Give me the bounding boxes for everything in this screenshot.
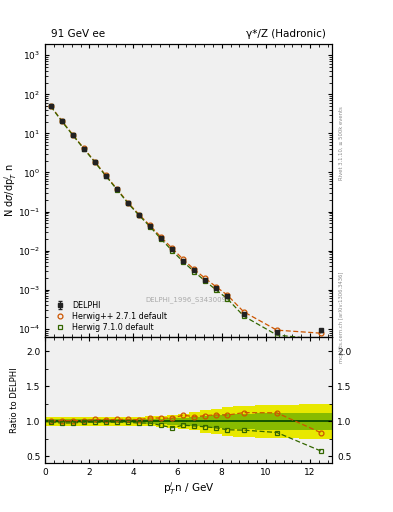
Text: mcplots.cern.ch [arXiv:1306.3436]: mcplots.cern.ch [arXiv:1306.3436] xyxy=(339,272,344,363)
Y-axis label: Ratio to DELPHI: Ratio to DELPHI xyxy=(10,368,19,433)
Herwig++ 2.7.1 default xyxy=(214,284,219,290)
Herwig++ 2.7.1 default xyxy=(81,145,86,152)
Herwig++ 2.7.1 default xyxy=(159,234,163,240)
Herwig++ 2.7.1 default xyxy=(103,173,108,179)
Herwig 7.1.0 default xyxy=(170,247,174,253)
Herwig 7.1.0 default xyxy=(225,295,230,302)
Text: DELPHI_1996_S3430090: DELPHI_1996_S3430090 xyxy=(146,296,231,303)
Herwig++ 2.7.1 default xyxy=(241,309,246,315)
Herwig++ 2.7.1 default xyxy=(137,211,141,218)
Herwig++ 2.7.1 default xyxy=(48,103,53,109)
X-axis label: p$_T^i$n / GeV: p$_T^i$n / GeV xyxy=(163,480,215,497)
Herwig 7.1.0 default xyxy=(192,268,196,274)
Herwig++ 2.7.1 default xyxy=(70,132,75,138)
Herwig 7.1.0 default xyxy=(92,159,97,165)
Herwig 7.1.0 default xyxy=(59,118,64,124)
Line: Herwig++ 2.7.1 default: Herwig++ 2.7.1 default xyxy=(48,103,323,335)
Herwig 7.1.0 default xyxy=(148,224,152,230)
Line: Herwig 7.1.0 default: Herwig 7.1.0 default xyxy=(48,104,323,342)
Herwig 7.1.0 default xyxy=(48,103,53,110)
Herwig 7.1.0 default xyxy=(275,332,279,338)
Herwig++ 2.7.1 default xyxy=(148,222,152,228)
Text: Rivet 3.1.10, ≥ 500k events: Rivet 3.1.10, ≥ 500k events xyxy=(339,106,344,180)
Herwig 7.1.0 default xyxy=(181,259,185,265)
Herwig++ 2.7.1 default xyxy=(59,118,64,124)
Y-axis label: N d$\sigma$/dp$_T^i$ n: N d$\sigma$/dp$_T^i$ n xyxy=(3,164,19,217)
Herwig 7.1.0 default xyxy=(319,336,323,343)
Herwig++ 2.7.1 default xyxy=(203,275,208,282)
Herwig 7.1.0 default xyxy=(115,186,119,193)
Herwig 7.1.0 default xyxy=(103,173,108,179)
Herwig 7.1.0 default xyxy=(241,313,246,319)
Herwig 7.1.0 default xyxy=(203,278,208,284)
Legend: DELPHI, Herwig++ 2.7.1 default, Herwig 7.1.0 default: DELPHI, Herwig++ 2.7.1 default, Herwig 7… xyxy=(49,299,168,333)
Herwig++ 2.7.1 default xyxy=(126,200,130,206)
Herwig 7.1.0 default xyxy=(214,287,219,293)
Herwig++ 2.7.1 default xyxy=(115,186,119,192)
Herwig++ 2.7.1 default xyxy=(92,159,97,165)
Herwig++ 2.7.1 default xyxy=(181,256,185,262)
Herwig++ 2.7.1 default xyxy=(275,327,279,333)
Herwig++ 2.7.1 default xyxy=(192,266,196,272)
Herwig++ 2.7.1 default xyxy=(170,245,174,251)
Herwig 7.1.0 default xyxy=(81,146,86,152)
Herwig 7.1.0 default xyxy=(126,200,130,206)
Text: 91 GeV ee: 91 GeV ee xyxy=(51,29,105,39)
Herwig 7.1.0 default xyxy=(70,132,75,138)
Herwig++ 2.7.1 default xyxy=(319,330,323,336)
Herwig++ 2.7.1 default xyxy=(225,292,230,298)
Herwig 7.1.0 default xyxy=(137,212,141,219)
Text: γ*/Z (Hadronic): γ*/Z (Hadronic) xyxy=(246,29,326,39)
Herwig 7.1.0 default xyxy=(159,236,163,242)
